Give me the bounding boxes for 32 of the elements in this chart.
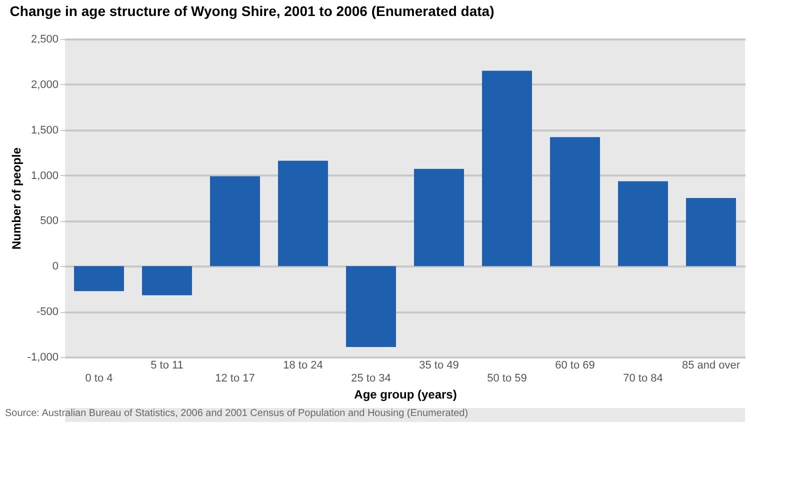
x-tick-label: 60 to 69 [555, 360, 595, 372]
x-tick-label: 50 to 59 [487, 372, 527, 384]
x-tick-label: 18 to 24 [283, 360, 323, 372]
source-note: Source: Australian Bureau of Statistics, 2006 and 2001 Census of Population and Housing (Enumerated) [5, 408, 468, 419]
bar [142, 266, 192, 296]
x-tick-label: 0 to 4 [85, 372, 113, 384]
y-axis-title: Number of people [9, 147, 24, 250]
y-tick-label: 500 [40, 215, 58, 228]
y-tick-label: 2,500 [30, 34, 58, 46]
bar [210, 176, 260, 266]
x-tick-label: 85 and over [682, 360, 740, 372]
bar [74, 266, 124, 292]
x-tick-label: 35 to 49 [419, 360, 459, 372]
bar [550, 137, 600, 266]
bar [482, 70, 532, 266]
y-tick-label: -500 [36, 306, 58, 318]
chart-title: Change in age structure of Wyong Shire, 2001 to 2006 (Enumerated data) [10, 3, 494, 19]
bar [618, 181, 668, 266]
x-axis-title: Age group (years) [354, 388, 457, 402]
bar [414, 168, 464, 266]
bar [686, 198, 736, 266]
y-tick-label: 1,500 [30, 124, 58, 136]
x-tick-label: 25 to 34 [351, 372, 391, 384]
y-tick-label: 2,000 [30, 78, 58, 91]
bar [346, 266, 396, 348]
x-tick-label: 5 to 11 [150, 360, 184, 372]
x-tick-label: 70 to 84 [623, 372, 663, 384]
y-tick-label: 1,000 [30, 170, 58, 182]
bar [278, 160, 328, 266]
x-tick-label: 12 to 17 [215, 372, 255, 384]
y-tick-label: -1,000 [27, 352, 58, 364]
y-tick-label: 0 [52, 260, 58, 273]
